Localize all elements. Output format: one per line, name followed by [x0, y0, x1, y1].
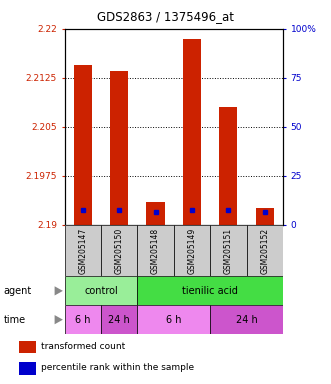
- Bar: [137, 225, 174, 276]
- Bar: [183, 38, 201, 225]
- Bar: [65, 305, 101, 334]
- Text: GSM205148: GSM205148: [151, 227, 160, 274]
- Polygon shape: [55, 286, 63, 296]
- Text: GSM205152: GSM205152: [260, 227, 269, 274]
- Bar: [65, 276, 137, 305]
- Bar: [210, 225, 247, 276]
- Text: tienilic acid: tienilic acid: [182, 286, 238, 296]
- Bar: [247, 225, 283, 276]
- Bar: [137, 305, 210, 334]
- Text: 6 h: 6 h: [166, 314, 181, 325]
- Bar: [101, 305, 137, 334]
- Bar: [65, 225, 101, 276]
- Text: 24 h: 24 h: [108, 314, 130, 325]
- Bar: [219, 107, 238, 225]
- Bar: [210, 305, 283, 334]
- Text: transformed count: transformed count: [41, 343, 125, 351]
- Bar: [19, 362, 36, 375]
- Text: GSM205147: GSM205147: [78, 227, 87, 274]
- Bar: [146, 202, 165, 225]
- Text: 6 h: 6 h: [75, 314, 90, 325]
- Polygon shape: [55, 315, 63, 324]
- Bar: [174, 225, 210, 276]
- Bar: [101, 225, 137, 276]
- Text: agent: agent: [3, 286, 31, 296]
- Text: GSM205151: GSM205151: [224, 227, 233, 274]
- Text: time: time: [3, 314, 25, 325]
- Text: control: control: [84, 286, 118, 296]
- Text: GSM205150: GSM205150: [115, 227, 124, 274]
- Text: GSM205149: GSM205149: [187, 227, 197, 274]
- Text: percentile rank within the sample: percentile rank within the sample: [41, 363, 194, 372]
- Bar: [19, 341, 36, 353]
- Bar: [110, 71, 128, 225]
- Bar: [137, 276, 283, 305]
- Bar: [74, 65, 92, 225]
- Text: 24 h: 24 h: [236, 314, 258, 325]
- Text: GDS2863 / 1375496_at: GDS2863 / 1375496_at: [97, 10, 234, 23]
- Bar: [256, 208, 274, 225]
